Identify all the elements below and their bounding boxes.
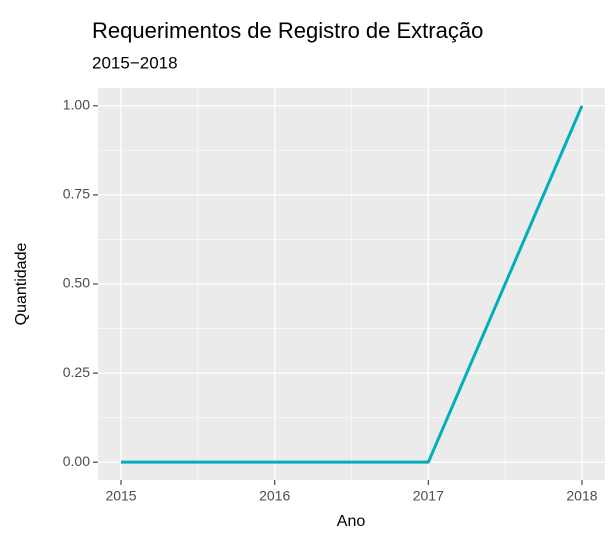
chart-title: Requerimentos de Registro de Extração	[92, 18, 483, 43]
x-tick-label: 2018	[566, 488, 597, 504]
chart-subtitle: 2015−2018	[92, 53, 178, 72]
y-tick-label: 0.00	[63, 453, 90, 469]
y-axis-title: Quantidade	[13, 243, 30, 326]
data-line	[121, 105, 584, 464]
x-tick-label: 2016	[259, 488, 290, 504]
x-axis-title: Ano	[337, 513, 366, 530]
y-tick-label: 1.00	[63, 97, 90, 113]
y-tick-label: 0.25	[63, 364, 90, 380]
x-tick-label: 2015	[105, 488, 136, 504]
y-tick-label: 0.50	[63, 275, 90, 291]
x-tick-label: 2017	[413, 488, 444, 504]
y-tick-label: 0.75	[63, 186, 90, 202]
